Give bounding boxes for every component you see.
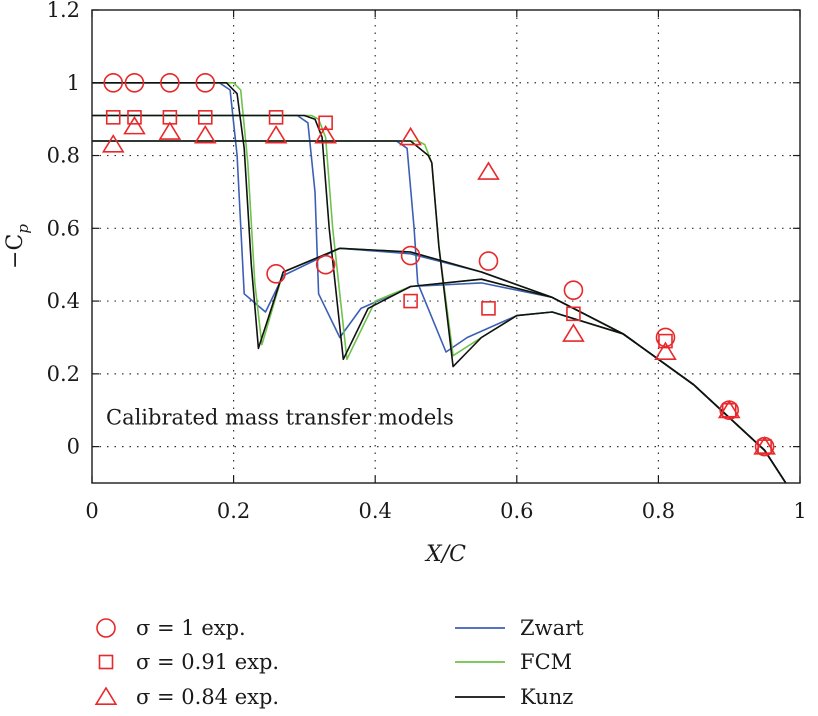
data-point-triangle bbox=[123, 115, 146, 135]
data-point-square bbox=[721, 402, 737, 418]
model-curve-kunz bbox=[92, 140, 787, 484]
legend-label: σ = 1 exp. bbox=[136, 616, 246, 640]
x-tick-label: 0 bbox=[85, 499, 98, 523]
data-point-square bbox=[105, 110, 121, 125]
data-point-square bbox=[658, 333, 673, 349]
legend-marker-square bbox=[98, 654, 114, 670]
y-tick-label: 0.6 bbox=[47, 216, 80, 240]
data-point-square bbox=[566, 306, 581, 322]
y-tick-label: 0.8 bbox=[47, 144, 80, 168]
x-tick-label: 0.8 bbox=[642, 499, 675, 523]
experimental-markers bbox=[101, 72, 776, 457]
data-point-triangle bbox=[477, 161, 500, 180]
legend-marker-circle bbox=[96, 618, 116, 638]
data-point-square bbox=[318, 115, 333, 131]
legend-label: Zwart bbox=[520, 616, 584, 640]
data-point-circle bbox=[160, 72, 180, 93]
data-point-square bbox=[481, 301, 496, 316]
y-axis-label-main: −C bbox=[3, 234, 28, 269]
chart-annotation: Calibrated mass transfer models bbox=[106, 406, 454, 430]
data-point-triangle bbox=[158, 121, 182, 140]
model-curve-fcm bbox=[92, 140, 787, 484]
data-point-triangle bbox=[399, 126, 422, 146]
x-tick-label: 0.2 bbox=[217, 499, 250, 523]
data-point-triangle bbox=[264, 124, 288, 144]
legend-label: σ = 0.84 exp. bbox=[136, 685, 279, 709]
legend-marker-triangle bbox=[94, 686, 118, 706]
x-tick-label: 1 bbox=[793, 499, 806, 523]
data-point-circle bbox=[478, 251, 499, 271]
legend-label: Kunz bbox=[520, 685, 573, 709]
legend-label: σ = 0.91 exp. bbox=[136, 650, 279, 674]
data-point-square bbox=[197, 110, 213, 125]
plot-area-frame bbox=[91, 9, 801, 484]
x-tick-label: 0.6 bbox=[500, 499, 533, 523]
model-curve-zwart bbox=[92, 140, 787, 484]
data-point-triangle bbox=[717, 399, 741, 419]
y-axis-label: −Cp bbox=[3, 224, 32, 269]
data-point-circle bbox=[655, 327, 676, 348]
data-point-triangle bbox=[562, 323, 585, 342]
legend-label: FCM bbox=[520, 650, 572, 674]
data-point-triangle bbox=[193, 124, 217, 144]
legend: σ = 1 exp. σ = 0.91 exp. σ = 0.84 exp. Zwar… bbox=[94, 616, 584, 709]
x-axis-label: X/C bbox=[424, 542, 466, 567]
data-point-circle bbox=[400, 245, 421, 266]
data-point-circle bbox=[103, 72, 124, 93]
y-tick-label: 0 bbox=[67, 435, 80, 459]
data-point-triangle bbox=[753, 436, 776, 455]
axis-ticks: 0 0.2 0.4 0.6 0.8 1 1.2 1 0.8 0.6 0.4 0.2 0 bbox=[47, 0, 807, 523]
y-tick-label: 1 bbox=[67, 71, 80, 95]
data-point-triangle bbox=[654, 341, 677, 361]
data-point-circle bbox=[195, 72, 216, 93]
y-axis-label-subscript: p bbox=[14, 224, 32, 234]
data-point-circle bbox=[563, 280, 584, 300]
data-point-square bbox=[127, 110, 142, 125]
data-point-circle bbox=[266, 263, 286, 284]
data-point-circle bbox=[124, 72, 145, 93]
data-point-square bbox=[403, 293, 418, 309]
y-tick-label: 0.2 bbox=[47, 362, 80, 386]
data-point-circle bbox=[315, 254, 336, 275]
data-point-square bbox=[268, 110, 284, 125]
y-tick-label: 1.2 bbox=[47, 0, 80, 22]
data-point-triangle bbox=[101, 134, 125, 153]
x-tick-label: 0.4 bbox=[358, 499, 391, 523]
y-tick-label: 0.4 bbox=[47, 289, 80, 313]
data-point-triangle bbox=[314, 124, 337, 144]
